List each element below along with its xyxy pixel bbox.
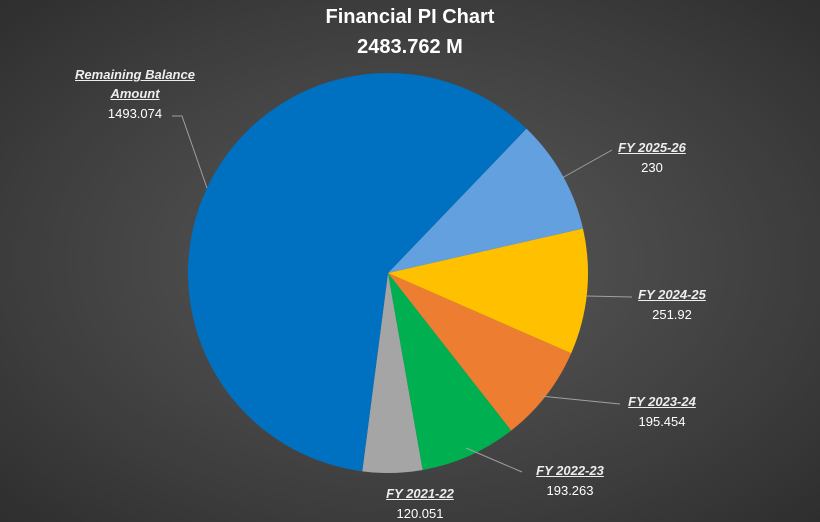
leader-line [539, 395, 621, 405]
slice-category-label: FY 2022-23 [536, 463, 604, 478]
slice-value-label: 251.92 [652, 307, 692, 322]
slice-category-label: Remaining Balance Amount [75, 67, 195, 101]
slice-value-label: 195.454 [638, 414, 686, 429]
leader-line [172, 115, 208, 189]
slice-value-label: 193.263 [546, 483, 594, 498]
chart-title: Financial PI Chart [325, 6, 495, 28]
slice-value-label: 230 [641, 160, 663, 175]
slice-category-label: FY 2024-25 [638, 287, 706, 302]
slice-value-label: 120.051 [396, 506, 444, 521]
pie-slice [362, 273, 423, 473]
pie-slice [388, 228, 589, 354]
leader-line [465, 447, 523, 473]
chart-subtitle: 2483.762 M [357, 36, 463, 58]
slice-category-label: FY 2021-22 [386, 486, 454, 501]
pie-slice [388, 273, 572, 431]
pie-slice [388, 273, 512, 470]
leader-line [561, 149, 613, 179]
pie-slice [388, 128, 583, 273]
slice-category-label: FY 2023-24 [628, 394, 696, 409]
slice-value-label: 1493.074 [107, 106, 163, 121]
pie-slice [187, 72, 527, 472]
slice-category-label: FY 2025-26 [618, 140, 686, 155]
leader-line [585, 295, 633, 298]
